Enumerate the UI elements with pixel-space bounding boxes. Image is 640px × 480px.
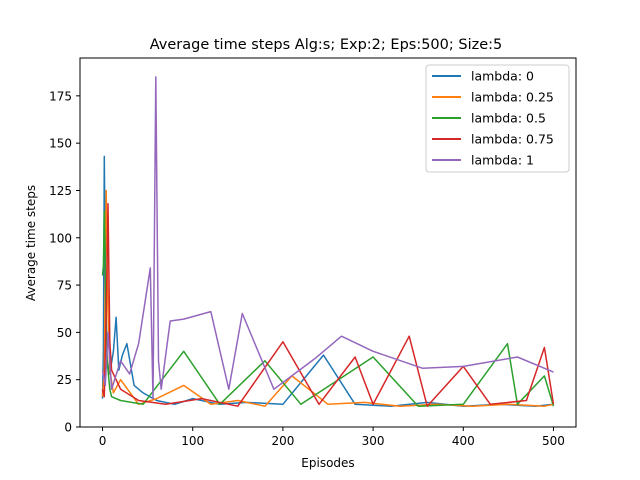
y-axis-label: Average time steps xyxy=(24,185,38,301)
legend: lambda: 0 lambda: 0.25 lambda: 0.5 lambda: … xyxy=(425,64,570,173)
x-tick-label: 500 xyxy=(542,434,565,448)
y-axis: 0 25 50 75 100 125 150 175 xyxy=(49,89,80,435)
y-tick-label: 125 xyxy=(49,184,72,198)
x-tick-label: 100 xyxy=(181,434,204,448)
y-tick-label: 150 xyxy=(49,137,72,151)
legend-label-4: lambda: 1 xyxy=(471,153,534,168)
legend-label-2: lambda: 0.5 xyxy=(471,111,546,126)
y-tick-label: 75 xyxy=(57,279,72,293)
x-tick-label: 400 xyxy=(452,434,475,448)
y-tick-label: 100 xyxy=(49,231,72,245)
chart-title: Average time steps Alg:s; Exp:2; Eps:500… xyxy=(150,37,503,53)
legend-box xyxy=(425,64,570,173)
legend-label-0: lambda: 0 xyxy=(471,69,534,84)
series-line-4 xyxy=(101,76,554,400)
y-tick-label: 50 xyxy=(57,326,72,340)
x-axis-label: Episodes xyxy=(301,456,354,470)
y-tick-label: 175 xyxy=(49,89,72,103)
x-tick-label: 300 xyxy=(362,434,385,448)
legend-label-1: lambda: 0.25 xyxy=(471,90,554,105)
plot-series-group xyxy=(101,76,555,407)
legend-label-3: lambda: 0.75 xyxy=(471,132,554,147)
series-line-2 xyxy=(101,210,555,407)
series-line-3 xyxy=(101,202,555,407)
x-tick-label: 0 xyxy=(99,434,107,448)
y-tick-label: 0 xyxy=(64,421,72,435)
x-axis: 0 100 200 300 400 500 xyxy=(99,427,565,448)
plot-frame xyxy=(79,57,577,428)
y-tick-label: 25 xyxy=(57,373,72,387)
x-tick-label: 200 xyxy=(271,434,294,448)
